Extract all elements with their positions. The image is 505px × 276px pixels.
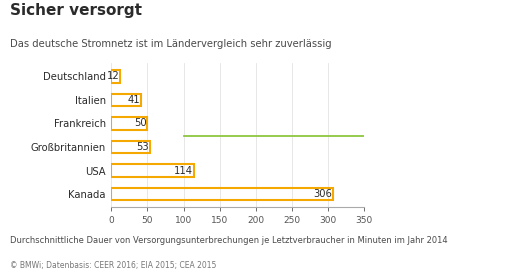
Text: 114: 114 <box>174 166 192 176</box>
Text: 12: 12 <box>107 71 119 81</box>
Text: 53: 53 <box>136 142 148 152</box>
Text: Durchschnittliche Dauer von Versorgungsunterbrechungen je Letztverbraucher in Mi: Durchschnittliche Dauer von Versorgungsu… <box>10 236 447 245</box>
Text: 41: 41 <box>127 95 140 105</box>
Text: Sicher versorgt: Sicher versorgt <box>10 3 142 18</box>
Text: 306: 306 <box>312 189 331 199</box>
Text: 50: 50 <box>134 118 146 128</box>
Text: © BMWi; Datenbasis: CEER 2016; EIA 2015; CEA 2015: © BMWi; Datenbasis: CEER 2016; EIA 2015;… <box>10 261 216 270</box>
Text: Das deutsche Stromnetz ist im Ländervergleich sehr zuverlässig: Das deutsche Stromnetz ist im Länderverg… <box>10 39 331 49</box>
